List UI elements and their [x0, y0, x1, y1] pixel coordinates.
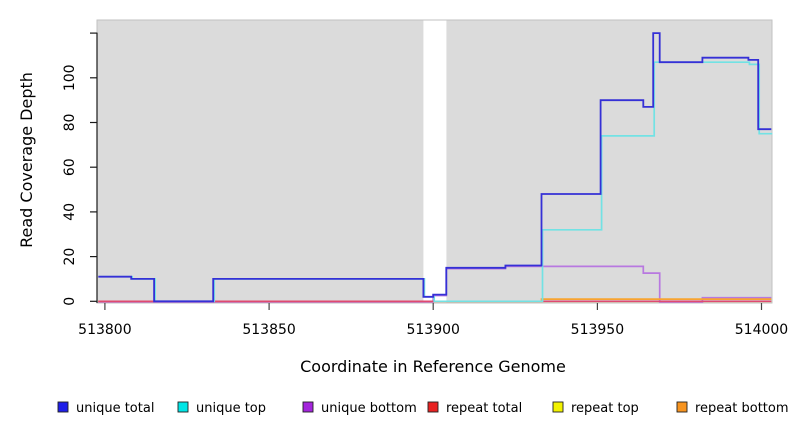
x-axis-tick-label: 513850: [242, 322, 295, 338]
legend-swatch-repeat-total: [427, 401, 439, 413]
y-axis-title: Read Coverage Depth: [17, 72, 36, 248]
legend-label-unique-bottom: unique bottom: [321, 401, 417, 416]
legend-item-unique-bottom: unique bottom: [302, 401, 417, 416]
y-axis-tick-label: 0: [62, 297, 78, 306]
y-axis-tick-label: 100: [62, 64, 78, 91]
legend-swatch-unique-total: [57, 401, 69, 413]
legend-item-unique-top: unique top: [177, 401, 266, 416]
legend-item-repeat-top: repeat top: [552, 401, 639, 416]
x-axis-tick-label: 513950: [571, 322, 624, 338]
x-axis-tick-label: 513900: [406, 322, 459, 338]
y-axis-tick-label: 40: [62, 203, 78, 221]
legend-item-repeat-bottom: repeat bottom: [676, 401, 789, 416]
legend-item-repeat-total: repeat total: [427, 401, 522, 416]
legend-swatch-repeat-top: [552, 401, 564, 413]
legend-label-repeat-bottom: repeat bottom: [695, 401, 789, 416]
legend-swatch-repeat-bottom: [676, 401, 688, 413]
legend-label-repeat-top: repeat top: [571, 401, 639, 416]
gap-band: [423, 14, 447, 303]
legend: unique total unique top unique bottom repea…: [57, 401, 789, 416]
y-axis-tick-label: 80: [62, 114, 78, 132]
y-axis-tick-label: 20: [62, 248, 78, 266]
series-line-unique-top: [99, 61, 773, 303]
legend-label-unique-total: unique total: [76, 401, 154, 416]
legend-swatch-unique-top: [177, 401, 189, 413]
legend-swatch-unique-bottom: [302, 401, 314, 413]
legend-label-repeat-total: repeat total: [446, 401, 522, 416]
legend-label-unique-top: unique top: [196, 401, 266, 416]
x-axis-tick-label: 513800: [78, 322, 131, 338]
x-axis-title: Coordinate in Reference Genome: [300, 357, 566, 376]
legend-item-unique-total: unique total: [57, 401, 154, 416]
y-axis-tick-label: 60: [62, 158, 78, 176]
series-line-unique-total: [98, 32, 772, 303]
x-axis-tick-label: 514000: [735, 322, 788, 338]
